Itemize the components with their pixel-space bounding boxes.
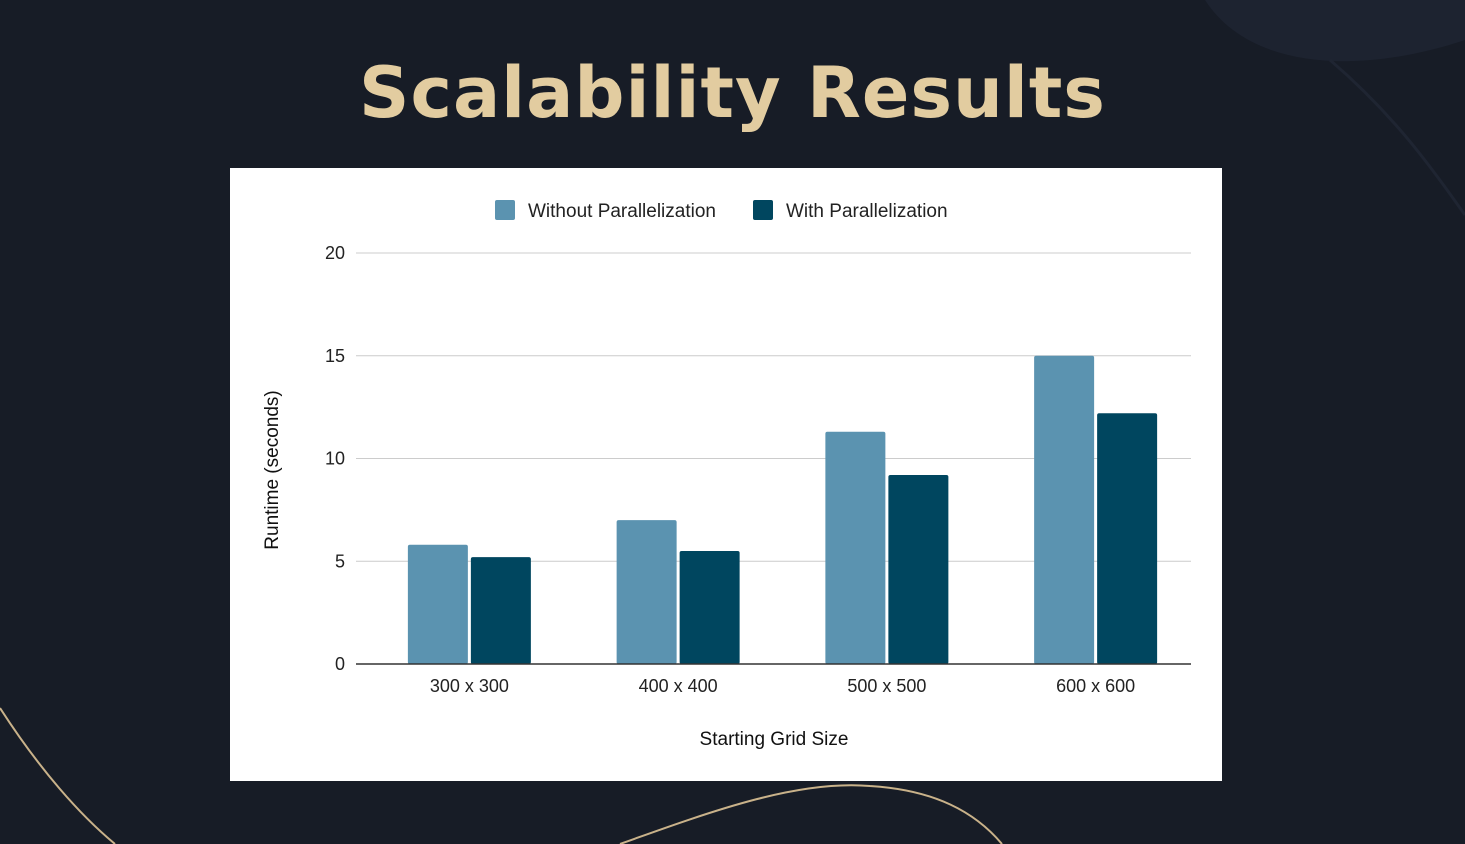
bar-without-parallelization-4 [1034, 355, 1095, 664]
legend-label-1: Without Parallelization [528, 201, 716, 222]
bar-without-parallelization-2 [616, 520, 677, 664]
bars [407, 355, 1158, 664]
bar-chart: 0 5 10 15 20 300 x 300 400 x 400 500 x 500 600 … [262, 200, 1191, 750]
legend-label-2: With Parallelization [786, 201, 948, 222]
bar-without-parallelization-3 [825, 431, 886, 664]
bar-with-parallelization-4 [1097, 413, 1158, 664]
legend-swatch-1 [495, 200, 515, 220]
corner-shadow-curve [1329, 58, 1465, 216]
decorative-gold-curve-bottom [619, 784, 1003, 844]
corner-shadow-shape [1205, 0, 1465, 62]
x-tick-label: 300 x 300 [430, 676, 509, 696]
y-tick-label: 10 [325, 449, 345, 469]
slide-title: Scalability Results [359, 52, 1106, 134]
x-axis-title: Starting Grid Size [700, 729, 849, 750]
chart-panel: 0 5 10 15 20 300 x 300 400 x 400 500 x 500 600 … [230, 168, 1222, 781]
y-tick-label: 5 [335, 551, 345, 571]
y-tick-labels: 0 5 10 15 20 [325, 243, 345, 674]
bar-with-parallelization-1 [470, 557, 531, 664]
y-axis-title: Runtime (seconds) [262, 390, 283, 549]
y-tick-label: 15 [325, 346, 345, 366]
bar-without-parallelization-1 [407, 544, 468, 664]
bar-with-parallelization-3 [888, 474, 949, 664]
y-tick-label: 0 [335, 654, 345, 674]
x-tick-label: 500 x 500 [847, 676, 926, 696]
legend: Without Parallelization With Parallelizat… [495, 200, 948, 222]
x-tick-label: 600 x 600 [1056, 676, 1135, 696]
x-tick-labels: 300 x 300 400 x 400 500 x 500 600 x 600 [430, 676, 1135, 696]
legend-swatch-2 [753, 200, 773, 220]
x-tick-label: 400 x 400 [639, 676, 718, 696]
bar-with-parallelization-2 [679, 550, 740, 664]
decorative-gold-curve-left [0, 707, 116, 844]
y-tick-label: 20 [325, 243, 345, 263]
